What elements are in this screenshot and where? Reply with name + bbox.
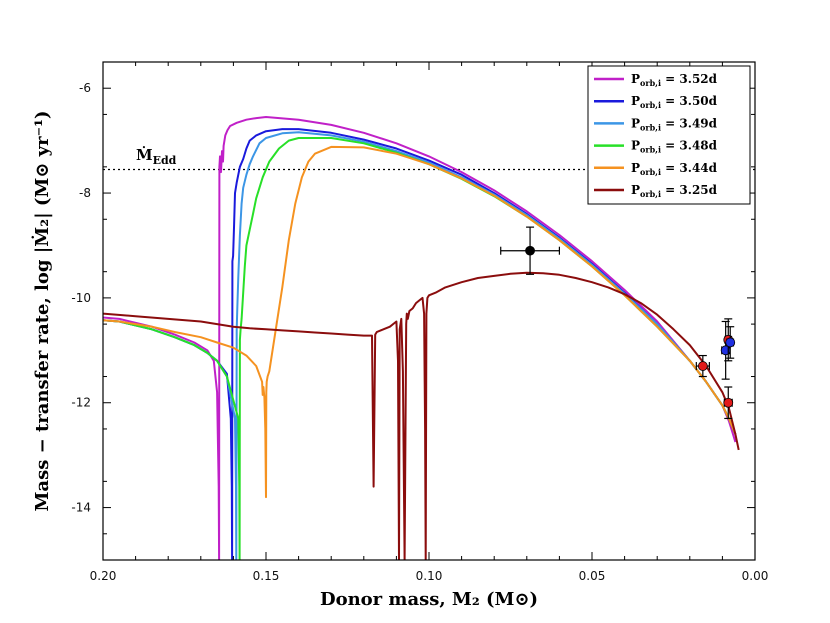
legend-label-5: Porb,i = 3.25d xyxy=(631,183,718,199)
legend-label-3: Porb,i = 3.48d xyxy=(631,139,718,155)
legend-label-1: Porb,i = 3.50d xyxy=(631,94,718,110)
legend-box xyxy=(587,65,751,205)
observation-point-black xyxy=(500,226,561,275)
y-tick-label-2: -10 xyxy=(71,291,91,305)
series-line-0 xyxy=(103,116,737,560)
x-tick-label-1: 0.15 xyxy=(253,569,280,583)
observation-point-red-1 xyxy=(695,354,710,378)
eddington-label: ṀEdd xyxy=(136,146,177,167)
y-tick-label-4: -14 xyxy=(71,501,91,515)
legend: Porb,i = 3.52d Porb,i = 3.50d Porb,i = 3.4… xyxy=(587,65,751,205)
x-tick-label-4: 0.00 xyxy=(742,569,769,583)
eddington-limit: ṀEdd xyxy=(103,146,755,171)
y-axis-label: Mass − transfer rate, log |Ṁ₂| (M⊙ yr⁻¹) xyxy=(30,110,53,511)
x-tick-label-3: 0.05 xyxy=(579,569,606,583)
series-line-5 xyxy=(103,271,740,560)
x-axis-label: Donor mass, M₂ (M⊙) xyxy=(320,589,538,610)
legend-label-4: Porb,i = 3.44d xyxy=(631,161,718,177)
y-tick-label-0: -6 xyxy=(79,81,91,95)
observation-point-red-3 xyxy=(723,386,734,420)
legend-label-2: Porb,i = 3.49d xyxy=(631,116,718,132)
x-tick-label-0: 0.20 xyxy=(90,569,117,583)
x-tick-label-2: 0.10 xyxy=(416,569,443,583)
observations-layer xyxy=(500,226,736,420)
axis-ticks: 0.20 0.15 0.10 0.05 0.00 -6 -8 -10 -12 -14 xyxy=(71,61,769,583)
legend-label-0: Porb,i = 3.52d xyxy=(631,72,718,88)
series-layer xyxy=(103,116,740,560)
y-tick-label-3: -12 xyxy=(71,396,91,410)
observation-point-blue-2 xyxy=(725,326,736,359)
y-tick-label-1: -8 xyxy=(79,186,91,200)
